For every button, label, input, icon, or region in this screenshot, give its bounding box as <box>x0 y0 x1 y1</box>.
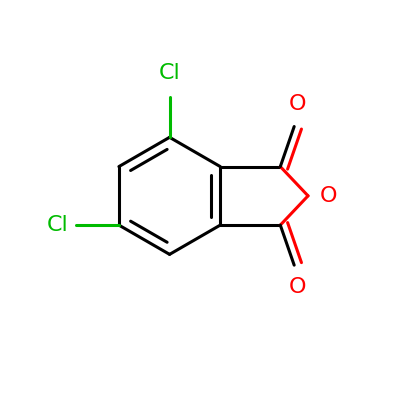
Text: O: O <box>288 278 306 298</box>
Text: O: O <box>320 186 337 206</box>
Text: Cl: Cl <box>46 215 68 235</box>
Text: Cl: Cl <box>159 64 180 84</box>
Text: O: O <box>288 94 306 114</box>
